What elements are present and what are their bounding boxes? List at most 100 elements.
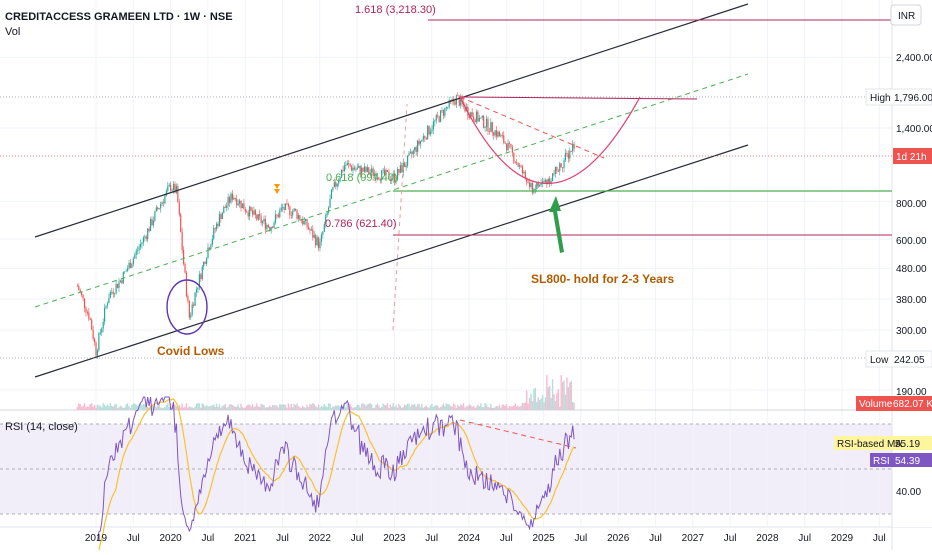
candle-body: [553, 173, 555, 175]
candle-body: [274, 214, 277, 223]
candle-body: [254, 210, 256, 215]
green-arrow[interactable]: [549, 196, 564, 253]
volume-bar: [373, 407, 376, 410]
volume-bar: [573, 402, 575, 410]
candle-body: [200, 274, 202, 280]
candle-body: [529, 182, 531, 187]
candle-body: [132, 258, 134, 265]
candle-body: [504, 142, 506, 144]
candle-body: [96, 350, 99, 356]
downtrend-line[interactable]: [459, 96, 605, 159]
volume-bar: [549, 386, 551, 410]
cup-arc[interactable]: [459, 96, 641, 185]
candle-body: [81, 292, 83, 295]
covid-label-bg: [154, 342, 216, 358]
volume-bar: [286, 407, 288, 410]
candle-body: [263, 218, 265, 222]
rsi-lines: [0, 396, 892, 555]
candle-body: [307, 227, 310, 230]
candle-body: [241, 203, 244, 209]
candle-body: [121, 280, 123, 284]
volume-bar: [524, 402, 526, 410]
volume-bar: [190, 406, 192, 410]
volume-bar: [494, 406, 496, 410]
volume-bar: [202, 404, 205, 410]
time-axis[interactable]: 2019 Jul 2020 Jul 2021 Jul 2022 Jul 2023 Jul 2024 J…: [85, 533, 886, 544]
candle-body: [105, 305, 107, 308]
volume-bar: [497, 406, 499, 410]
volume-bar: [287, 403, 290, 410]
candle-body: [359, 166, 361, 175]
candle-body: [537, 183, 539, 187]
price-tick: 600.00: [896, 236, 927, 247]
volume-bar: [322, 406, 324, 410]
candle-body: [101, 328, 103, 333]
volume-bar: [356, 404, 359, 410]
drawings: [0, 3, 892, 378]
candle-body: [381, 170, 383, 181]
candle-body: [540, 183, 542, 186]
volume-bar: [111, 405, 113, 410]
volume-bar: [125, 404, 127, 410]
candle-body: [287, 203, 290, 207]
candle-body: [508, 142, 511, 144]
volume-bar: [300, 407, 303, 410]
volume-bar: [244, 407, 247, 410]
volume-bar: [184, 406, 186, 410]
volume-bar: [332, 406, 334, 410]
volume-bar: [484, 403, 486, 410]
channel-lower-line[interactable]: [34, 144, 749, 378]
channel-mid-line[interactable]: [34, 73, 749, 308]
candle-body: [570, 150, 572, 152]
candle-body: [119, 280, 122, 282]
volume-bar: [465, 406, 468, 410]
volume-bar: [258, 406, 261, 410]
candle-body: [160, 204, 162, 209]
volume-bar: [415, 406, 417, 410]
volume-bar: [414, 404, 416, 410]
candle-body: [115, 283, 117, 294]
candle-body: [494, 130, 496, 136]
volume-bar: [412, 404, 415, 410]
volume-bar: [113, 404, 116, 410]
candle-body: [127, 268, 129, 271]
candle-body: [567, 153, 569, 159]
price-tick: 800.00: [896, 199, 927, 210]
covid-lows-circle[interactable]: [166, 279, 208, 335]
rsi-ma-tag-value: 55.19: [895, 439, 920, 450]
price-tick: 300.00: [896, 326, 927, 337]
candle-body: [292, 211, 294, 216]
candle-body: [448, 99, 450, 108]
candle-body: [155, 207, 157, 212]
time-tick-label: 2027: [682, 533, 705, 544]
high-resistance-line[interactable]: [459, 96, 698, 100]
candle-body: [233, 197, 235, 200]
currency-box[interactable]: [890, 4, 922, 26]
channel-upper-line[interactable]: [34, 3, 749, 238]
candle-body: [109, 292, 111, 298]
volume-bar: [128, 406, 130, 410]
volume-bar: [531, 401, 534, 410]
volume-bar: [382, 403, 384, 410]
candle-body: [247, 212, 249, 217]
volume-bar: [551, 379, 554, 410]
volume-bar: [533, 388, 535, 410]
candle-body: [78, 285, 80, 291]
candle-body: [385, 169, 387, 175]
volume-bar: [468, 404, 471, 410]
candle-body: [399, 165, 401, 173]
volume-bar: [207, 406, 209, 410]
candle-body: [335, 182, 337, 187]
candle-body: [434, 120, 436, 122]
volume-bar: [302, 405, 304, 410]
volume-bar: [237, 404, 239, 410]
rsi-divergence-line[interactable]: [459, 419, 577, 449]
time-tick-label: 2021: [234, 533, 257, 544]
candle-body: [315, 235, 317, 246]
volume-bar: [493, 407, 495, 410]
volume-bar: [418, 403, 420, 410]
volume-bar: [438, 407, 440, 410]
candle-body: [111, 291, 113, 293]
